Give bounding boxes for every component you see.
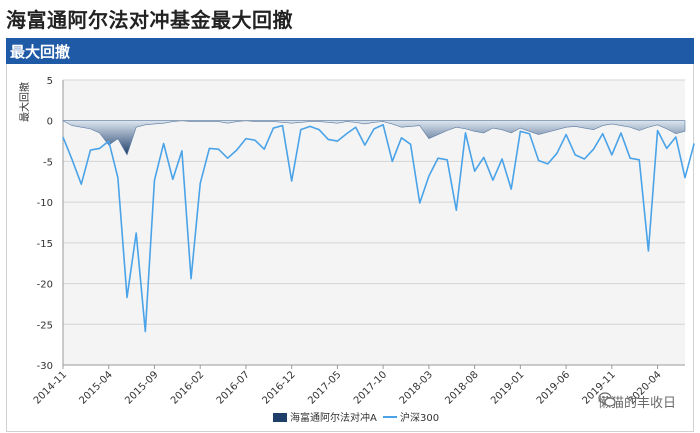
x-tick-label: 2014-11 <box>32 369 69 406</box>
y-axis-ticks: 5 0 -5 -10 -15 -20 -25 -30 <box>37 76 53 372</box>
y-tick-label: -15 <box>37 239 53 250</box>
legend: 海富通阿尔法对冲A 沪深300 <box>273 411 439 424</box>
y-tick-label: 0 <box>47 117 53 128</box>
x-tick-label: 2018-03 <box>398 369 435 406</box>
y-tick-label: -10 <box>37 198 53 209</box>
watermark: 懒猫的丰收日 <box>598 392 676 411</box>
y-tick-label: -25 <box>37 320 53 331</box>
legend-swatch-fund <box>273 413 287 422</box>
legend-label-fund: 海富通阿尔法对冲A <box>290 411 377 424</box>
x-tick-label: 2015-04 <box>78 369 115 406</box>
y-tick-label: -20 <box>37 280 53 291</box>
x-tick-label: 2016-07 <box>215 369 252 406</box>
x-tick-label: 2019-01 <box>489 369 526 406</box>
series-index-line <box>62 123 695 333</box>
x-tick-label: 2017-05 <box>306 369 343 406</box>
legend-label-index: 沪深300 <box>400 411 439 424</box>
y-tick-label: -30 <box>37 361 53 372</box>
y-tick-label: 5 <box>47 76 53 87</box>
wechat-icon <box>598 392 616 407</box>
y-axis-label: 最大回撤 <box>18 82 31 122</box>
page-title: 海富通阿尔法对冲基金最大回撤 <box>6 8 293 32</box>
panel-title-bar: 最大回撤 <box>6 38 694 64</box>
x-axis-ticks: 2014-11 2015-04 2015-09 2016-02 2016-07 2016-… <box>32 365 664 407</box>
x-tick-label: 2016-02 <box>169 369 206 406</box>
watermark-text: 懒猫的丰收日 <box>597 396 676 411</box>
series-fund-area <box>62 120 686 156</box>
chart-frame <box>6 64 694 432</box>
x-tick-label: 2015-09 <box>123 369 160 406</box>
x-tick-label: 2018-08 <box>443 369 480 406</box>
x-tick-label: 2019-06 <box>535 369 572 406</box>
x-tick-label: 2017-10 <box>352 369 389 406</box>
series-layer <box>62 120 695 333</box>
panel-title: 最大回撤 <box>10 43 71 61</box>
x-tick-label: 2016-12 <box>260 369 297 406</box>
y-tick-label: -5 <box>43 157 53 168</box>
